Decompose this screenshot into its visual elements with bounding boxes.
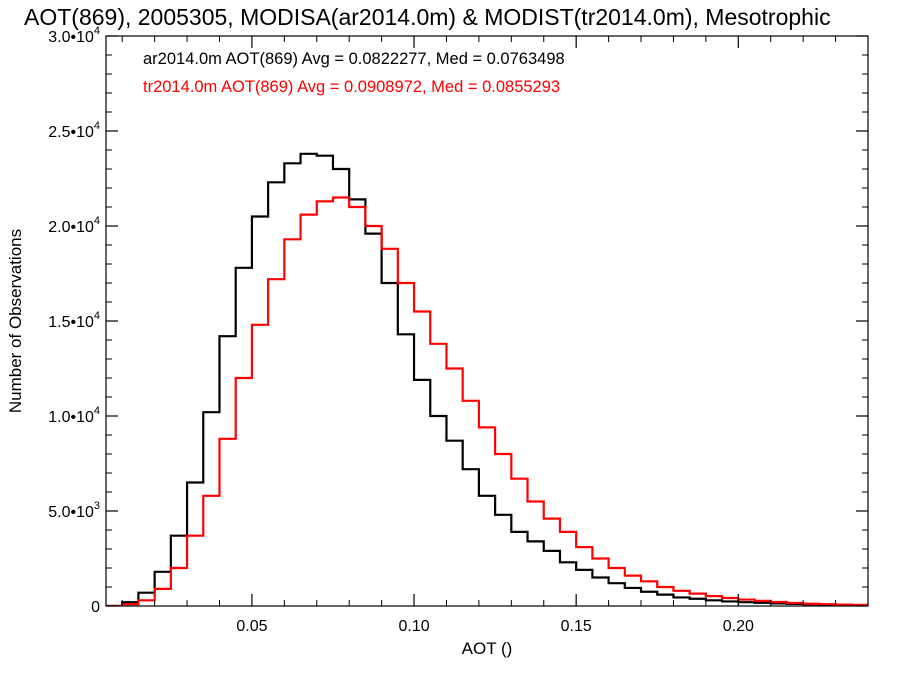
y-tick-label: 1.0•104 xyxy=(48,405,100,426)
y-tick-mantissa: 2.0•10 xyxy=(48,219,94,236)
x-tick-label: 0.15 xyxy=(561,618,592,635)
y-tick-exponent: 4 xyxy=(94,120,100,132)
y-tick-exponent: 4 xyxy=(94,310,100,322)
y-tick-mantissa: 2.5•10 xyxy=(48,124,94,141)
plot-frame xyxy=(105,35,869,607)
y-tick-exponent: 4 xyxy=(94,215,100,227)
plot-area xyxy=(106,152,868,606)
y-tick-mantissa: 0 xyxy=(91,599,100,616)
y-tick-exponent: 3 xyxy=(94,500,100,512)
series-annotation-ar2014.0m: ar2014.0m AOT(869) Avg = 0.0822277, Med … xyxy=(143,50,565,68)
series-line-tr2014.0m xyxy=(106,196,868,606)
y-tick-label: 5.0•103 xyxy=(48,500,100,521)
y-tick-exponent: 4 xyxy=(94,25,100,37)
y-tick-label: 1.5•104 xyxy=(48,310,100,331)
y-tick-mantissa: 3.0•10 xyxy=(48,29,94,46)
y-tick-mantissa: 5.0•10 xyxy=(48,504,94,521)
chart-title: AOT(869), 2005305, MODISA(ar2014.0m) & M… xyxy=(24,4,831,30)
x-tick-label: 0.05 xyxy=(236,618,267,635)
x-axis-label: AOT () xyxy=(462,639,513,658)
y-tick-label: 3.0•104 xyxy=(48,25,100,46)
y-tick-label: 0 xyxy=(91,599,100,616)
series-annotation-tr2014.0m: tr2014.0m AOT(869) Avg = 0.0908972, Med … xyxy=(143,78,560,96)
y-tick-mantissa: 1.0•10 xyxy=(48,409,94,426)
y-axis-label: Number of Observations xyxy=(6,229,25,413)
y-tick-label: 2.5•104 xyxy=(48,120,100,141)
x-tick-label: 0.20 xyxy=(723,618,754,635)
y-tick-mantissa: 1.5•10 xyxy=(48,314,94,331)
y-tick-label: 2.0•104 xyxy=(48,215,100,236)
x-tick-label: 0.10 xyxy=(398,618,429,635)
series-line-ar2014.0m xyxy=(106,152,868,606)
y-tick-exponent: 4 xyxy=(94,405,100,417)
